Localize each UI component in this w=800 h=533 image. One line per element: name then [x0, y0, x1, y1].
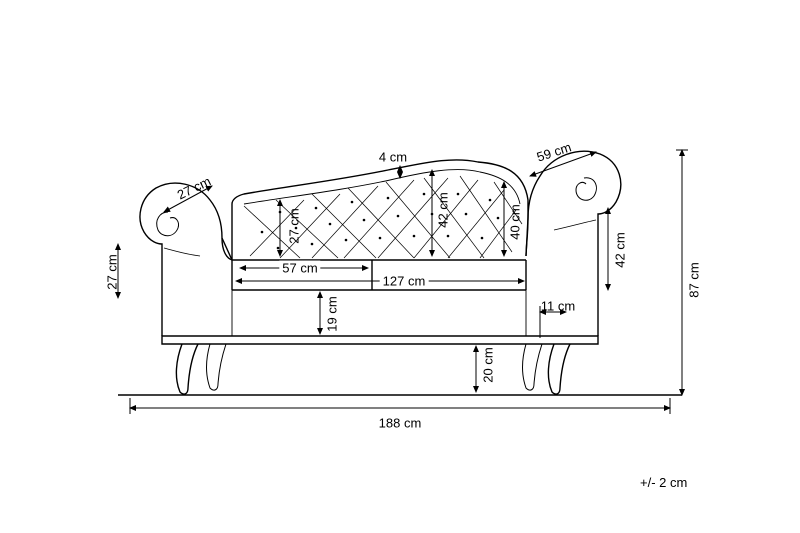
- dim-back-left: 27 cm: [287, 208, 302, 243]
- dim-leg-height: 20 cm: [481, 347, 496, 382]
- dim-back-mid: 42 cm: [436, 192, 451, 227]
- dim-leg-inset: 11 cm: [541, 299, 575, 314]
- dim-seat-depth: 57 cm: [279, 261, 320, 276]
- dim-right-arm-seat: 42 cm: [613, 232, 628, 267]
- drawing-canvas: 188 cm 87 cm 27 cm 27 cm 27 cm 57 cm 127…: [0, 0, 800, 533]
- tolerance-note: +/- 2 cm: [640, 475, 687, 490]
- dim-seat-to-floor: 19 cm: [325, 296, 340, 331]
- dim-left-arm-height: 27 cm: [105, 254, 120, 289]
- dim-seat-width: 127 cm: [380, 274, 429, 289]
- dim-back-right-inner: 40 cm: [508, 204, 523, 239]
- dim-total-height: 87 cm: [687, 262, 702, 297]
- dim-total-width: 188 cm: [375, 416, 426, 431]
- sofa-line-drawing: [0, 0, 800, 533]
- dim-back-top: 4 cm: [379, 150, 407, 165]
